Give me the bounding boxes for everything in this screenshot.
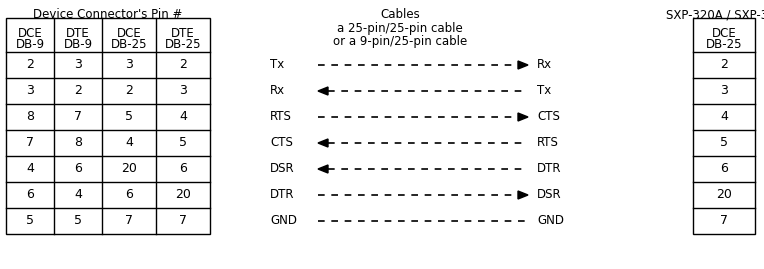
Polygon shape (318, 139, 328, 147)
Text: Tx: Tx (537, 84, 552, 97)
Polygon shape (518, 113, 528, 121)
Text: 6: 6 (74, 162, 82, 175)
Text: 3: 3 (720, 84, 728, 97)
Text: DB-9: DB-9 (15, 38, 44, 51)
Text: CTS: CTS (270, 136, 293, 150)
Bar (6, 18, 210, 234)
Text: DB-25: DB-25 (165, 38, 201, 51)
Text: 7: 7 (74, 111, 82, 123)
Polygon shape (318, 165, 328, 173)
Text: 5: 5 (74, 214, 82, 228)
Text: 5: 5 (125, 111, 133, 123)
Text: DTR: DTR (537, 162, 562, 175)
Text: DSR: DSR (537, 189, 562, 201)
Text: GND: GND (270, 214, 297, 228)
Text: DTE: DTE (66, 27, 90, 40)
Text: CTS: CTS (537, 111, 560, 123)
Text: GND: GND (537, 214, 564, 228)
Text: 6: 6 (720, 162, 728, 175)
Text: 5: 5 (26, 214, 34, 228)
Text: 7: 7 (26, 136, 34, 150)
Text: 5: 5 (179, 136, 187, 150)
Text: 4: 4 (179, 111, 187, 123)
Text: 8: 8 (74, 136, 82, 150)
Text: Rx: Rx (537, 58, 552, 72)
Text: DB-25: DB-25 (111, 38, 147, 51)
Polygon shape (518, 61, 528, 69)
Text: 8: 8 (26, 111, 34, 123)
Text: 6: 6 (26, 189, 34, 201)
Text: 5: 5 (720, 136, 728, 150)
Bar (693, 18, 755, 234)
Text: 4: 4 (720, 111, 728, 123)
Text: 20: 20 (716, 189, 732, 201)
Text: 4: 4 (26, 162, 34, 175)
Text: 2: 2 (720, 58, 728, 72)
Text: 4: 4 (74, 189, 82, 201)
Text: or a 9-pin/25-pin cable: or a 9-pin/25-pin cable (333, 35, 467, 48)
Text: DCE: DCE (711, 27, 736, 40)
Text: DTE: DTE (171, 27, 195, 40)
Text: a 25-pin/25-pin cable: a 25-pin/25-pin cable (337, 22, 463, 35)
Text: 6: 6 (125, 189, 133, 201)
Text: 2: 2 (74, 84, 82, 97)
Text: 2: 2 (26, 58, 34, 72)
Text: 7: 7 (125, 214, 133, 228)
Text: 7: 7 (179, 214, 187, 228)
Text: 3: 3 (74, 58, 82, 72)
Text: DB-9: DB-9 (63, 38, 92, 51)
Text: 3: 3 (26, 84, 34, 97)
Text: SXP-320A / SXP-325A: SXP-320A / SXP-325A (666, 8, 764, 21)
Text: Device Connector's Pin #: Device Connector's Pin # (34, 8, 183, 21)
Text: 20: 20 (121, 162, 137, 175)
Text: DB-25: DB-25 (706, 38, 743, 51)
Text: Tx: Tx (270, 58, 284, 72)
Text: 3: 3 (179, 84, 187, 97)
Text: 2: 2 (179, 58, 187, 72)
Text: DSR: DSR (270, 162, 295, 175)
Text: DCE: DCE (117, 27, 141, 40)
Text: 6: 6 (179, 162, 187, 175)
Polygon shape (318, 87, 328, 95)
Text: 20: 20 (175, 189, 191, 201)
Text: 7: 7 (720, 214, 728, 228)
Text: DCE: DCE (18, 27, 42, 40)
Text: DTR: DTR (270, 189, 294, 201)
Text: Cables: Cables (380, 8, 420, 21)
Text: 4: 4 (125, 136, 133, 150)
Text: RTS: RTS (270, 111, 292, 123)
Polygon shape (518, 191, 528, 199)
Text: Rx: Rx (270, 84, 285, 97)
Text: 2: 2 (125, 84, 133, 97)
Text: 3: 3 (125, 58, 133, 72)
Text: RTS: RTS (537, 136, 559, 150)
